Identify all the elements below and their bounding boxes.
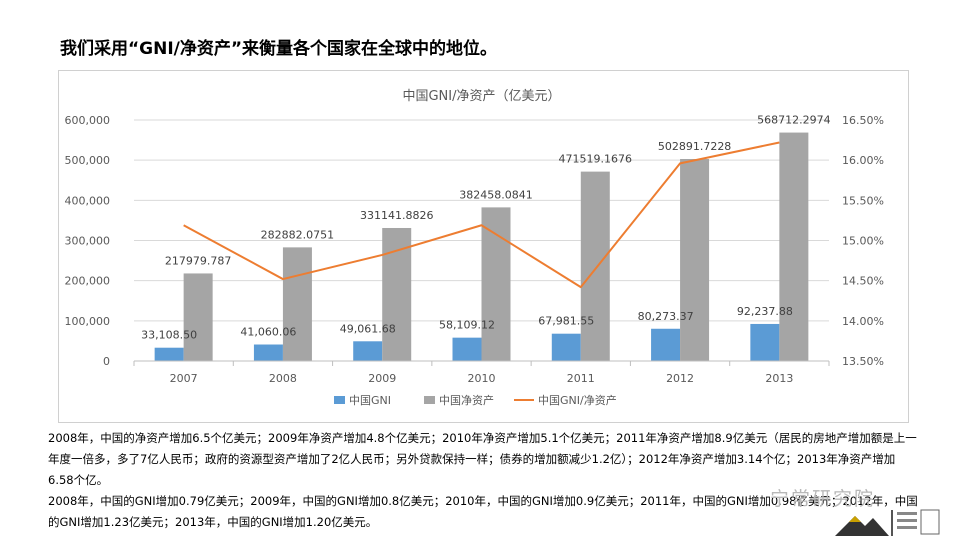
chart-title: 中国GNI/净资产（亿美元） — [402, 89, 560, 104]
bar-networth — [183, 273, 213, 361]
y-left-tick-label: 200,000 — [65, 275, 111, 288]
bar-gni — [452, 337, 482, 361]
y-right-tick-label: 16.50% — [842, 114, 884, 127]
chart-svg: 中国GNI/净资产（亿美元） 0 100,000 200,000 300,000 400,… — [65, 89, 884, 407]
data-label-gni: 49,061.68 — [340, 322, 396, 335]
data-label-gni: 92,237.88 — [737, 305, 793, 318]
logo-mountain-icon — [835, 509, 940, 536]
x-tick-label: 2012 — [666, 372, 694, 385]
legend-swatch-networth — [424, 396, 435, 404]
x-tick-label: 2008 — [269, 372, 297, 385]
chart-container: 中国GNI/净资产（亿美元） 0 100,000 200,000 300,000 400,… — [58, 70, 909, 423]
y-right-tick-label: 13.50% — [842, 355, 884, 368]
y-left-tick-label: 0 — [103, 355, 110, 368]
data-label-networth: 331141.8826 — [360, 209, 433, 222]
x-tick-label: 2011 — [567, 372, 595, 385]
y-left-tick-label: 400,000 — [65, 194, 111, 207]
legend-swatch-gni — [334, 396, 345, 404]
x-tick-label: 2007 — [170, 372, 198, 385]
legend-label-gni: 中国GNI — [349, 394, 391, 407]
y-left-tick-label: 300,000 — [65, 235, 111, 248]
bar-networth — [580, 171, 610, 361]
page-title: 我们采用“GNI/净资产”来衡量各个国家在全球中的地位。 — [60, 39, 498, 59]
notes-gni: 2008年，中国的GNI增加0.79亿美元；2009年，中国的GNI增加0.8亿… — [48, 494, 918, 529]
bar-gni — [253, 344, 283, 361]
legend-label-networth: 中国净资产 — [439, 393, 494, 407]
y-right-tick-label: 15.50% — [842, 194, 884, 207]
bar-gni — [551, 333, 581, 361]
y-left-tick-label: 100,000 — [65, 315, 111, 328]
x-tick-label: 2009 — [368, 372, 396, 385]
data-label-gni: 58,109.12 — [439, 319, 495, 332]
data-label-gni: 33,108.50 — [141, 329, 197, 342]
line-gni-networth-ratio — [183, 141, 780, 289]
bar-networth — [779, 132, 809, 361]
bar-gni — [353, 341, 383, 361]
bar-gni — [651, 328, 681, 361]
y-left-tick-label: 600,000 — [65, 114, 111, 127]
bar-gni — [750, 323, 780, 361]
bar-networth — [680, 159, 710, 361]
bar-networth — [481, 207, 511, 361]
data-label-gni: 41,060.06 — [240, 326, 296, 339]
watermark: 宁常研究院 — [770, 488, 876, 510]
y-right-tick-label: 16.00% — [842, 154, 884, 167]
data-label-networth: 568712.2974 — [757, 114, 830, 127]
y-right-tick-label: 14.00% — [842, 315, 884, 328]
data-label-networth: 382458.0841 — [459, 188, 532, 201]
data-label-networth: 282882.0751 — [261, 228, 334, 241]
data-label-networth: 217979.787 — [165, 254, 231, 267]
legend-label-ratio: 中国GNI/净资产 — [538, 393, 617, 407]
x-tick-label: 2010 — [468, 372, 496, 385]
data-label-networth: 471519.1676 — [559, 153, 632, 166]
y-right-tick-label: 14.50% — [842, 275, 884, 288]
bar-networth — [282, 247, 312, 361]
y-left-tick-label: 500,000 — [65, 154, 111, 167]
notes-networth: 2008年，中国的净资产增加6.5个亿美元；2009年净资产增加4.8个亿美元；… — [48, 431, 917, 487]
bar-gni — [154, 347, 184, 361]
data-label-gni: 80,273.37 — [638, 310, 694, 323]
y-right-tick-label: 15.00% — [842, 235, 884, 248]
notes: 2008年，中国的净资产增加6.5个亿美元；2009年净资产增加4.8个亿美元；… — [48, 428, 918, 533]
data-label-networth: 502891.7228 — [658, 140, 731, 153]
data-label-gni: 67,981.55 — [538, 315, 594, 328]
x-tick-label: 2013 — [765, 372, 793, 385]
